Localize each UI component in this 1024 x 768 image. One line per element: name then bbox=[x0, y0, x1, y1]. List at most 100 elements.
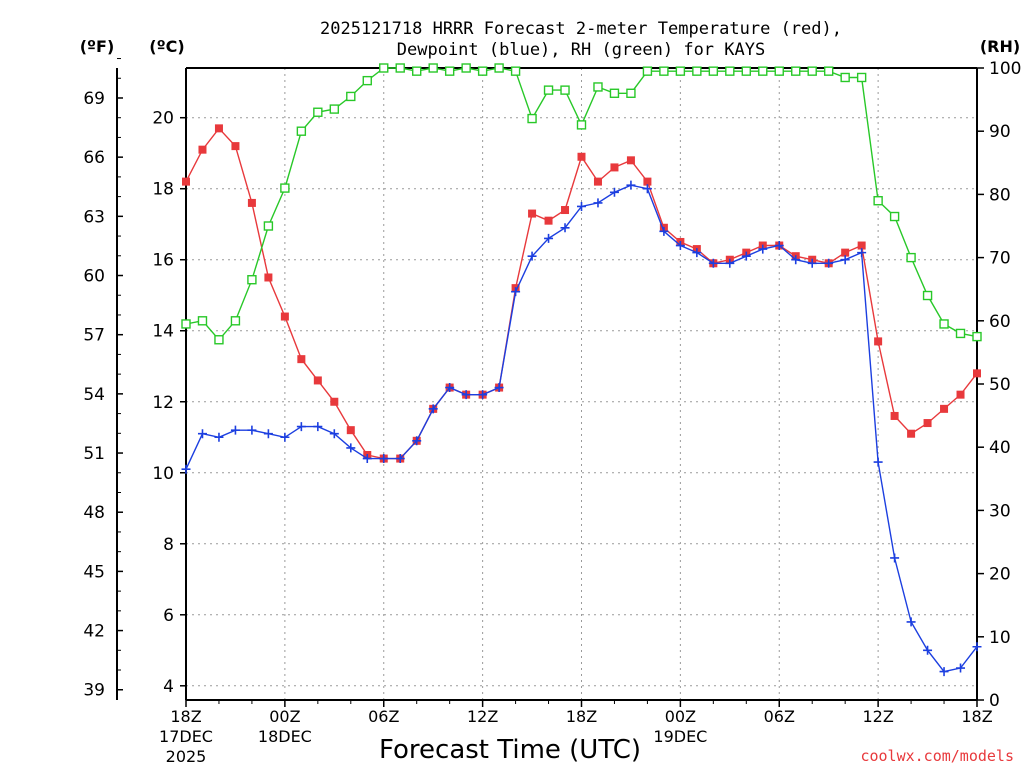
watermark-text: coolwx.com/models bbox=[860, 747, 1014, 765]
rh-point bbox=[379, 63, 389, 73]
fahrenheit-tick-label: 51 bbox=[83, 444, 105, 464]
axes bbox=[116, 58, 984, 707]
tick-labels: 39 42 45 48 51 54 57 60 63 66 69 4 6 8 10 12 14 16 18 20 0 10… bbox=[83, 59, 1021, 766]
rh-point bbox=[510, 66, 521, 76]
dewpoint-point bbox=[214, 432, 224, 442]
dewpoint-point bbox=[609, 187, 619, 197]
dewpoint-point bbox=[346, 443, 356, 453]
celsius-tick-label: 18 bbox=[152, 180, 174, 200]
fahrenheit-tick-label: 39 bbox=[83, 681, 105, 701]
temperature-point bbox=[841, 248, 850, 257]
dewpoint-point bbox=[774, 241, 784, 251]
rh-axis-label: (RH) bbox=[980, 37, 1020, 56]
rh-tick-label: 40 bbox=[989, 438, 1011, 458]
temperature-point bbox=[264, 273, 273, 282]
dewpoint-point bbox=[626, 180, 636, 190]
rh-point bbox=[197, 316, 208, 326]
rh-point bbox=[708, 66, 719, 76]
celsius-tick-label: 20 bbox=[152, 109, 174, 129]
temperature-point bbox=[857, 241, 866, 250]
dewpoint-point bbox=[659, 226, 669, 236]
celsius-tick-label: 16 bbox=[152, 251, 174, 271]
temperature-point bbox=[923, 419, 932, 428]
fahrenheit-tick-label: 69 bbox=[83, 89, 105, 109]
x-tick-label: 19DEC bbox=[653, 727, 707, 746]
rh-point bbox=[494, 63, 504, 73]
x-tick-label: 00Z bbox=[269, 707, 300, 726]
dewpoint-point bbox=[478, 390, 488, 400]
rh-point bbox=[955, 328, 966, 339]
dewpoint-point bbox=[675, 241, 685, 251]
dewpoint-point bbox=[230, 425, 240, 435]
temperature-point bbox=[577, 152, 586, 161]
x-tick-label: 12Z bbox=[862, 707, 893, 726]
temperature-point bbox=[544, 216, 553, 225]
temperature-point bbox=[973, 369, 981, 378]
x-tick-label: 00Z bbox=[665, 707, 696, 726]
dewpoint-point bbox=[263, 429, 273, 439]
dewpoint-point bbox=[593, 198, 603, 208]
temperature-point bbox=[907, 429, 916, 438]
temperature-point bbox=[330, 397, 339, 406]
dewpoint-point bbox=[642, 184, 652, 194]
dewpoint-point bbox=[906, 617, 916, 627]
dewpoint-point bbox=[527, 251, 537, 261]
temperature-point bbox=[346, 426, 355, 435]
rh-point bbox=[461, 63, 471, 73]
dewpoint-point bbox=[758, 244, 768, 254]
dewpoint-point bbox=[857, 248, 867, 258]
dewpoint-point bbox=[329, 429, 339, 439]
dewpoint-point bbox=[972, 642, 982, 652]
temperature-point bbox=[231, 142, 240, 151]
temperature-point bbox=[528, 209, 537, 218]
fahrenheit-tick-label: 63 bbox=[83, 207, 105, 227]
rh-point bbox=[576, 120, 587, 130]
dewpoint-point bbox=[692, 248, 702, 258]
fahrenheit-tick-label: 57 bbox=[83, 326, 105, 346]
dewpoint-point bbox=[939, 667, 949, 677]
dewpoint-point bbox=[280, 432, 290, 442]
rh-tick-label: 10 bbox=[989, 628, 1011, 648]
temperature-point bbox=[561, 206, 570, 215]
dewpoint-point bbox=[511, 287, 521, 297]
rh-point bbox=[659, 66, 669, 76]
rh-point bbox=[362, 75, 372, 86]
x-tick-label: 18Z bbox=[170, 707, 201, 726]
rh-point bbox=[807, 66, 817, 76]
x-tick-label: 06Z bbox=[368, 707, 399, 726]
rh-point bbox=[346, 91, 356, 102]
temperature-point bbox=[214, 124, 223, 133]
dewpoint-point bbox=[725, 258, 735, 268]
x-tick-label: 12Z bbox=[467, 707, 498, 726]
x-axis-title: Forecast Time (UTC) bbox=[379, 735, 641, 765]
dewpoint-point bbox=[181, 464, 191, 474]
dewpoint-point bbox=[379, 454, 389, 464]
x-tick-label: 18Z bbox=[566, 707, 597, 726]
fahrenheit-tick-label: 60 bbox=[83, 267, 105, 287]
dewpoint-point bbox=[412, 436, 422, 446]
series-layer bbox=[181, 63, 982, 677]
rh-point bbox=[758, 66, 768, 76]
temperature-point bbox=[182, 177, 190, 186]
rh-tick-label: 0 bbox=[989, 691, 1000, 711]
dewpoint-point bbox=[296, 422, 306, 432]
dewpoint-point bbox=[708, 258, 718, 268]
rh-point bbox=[626, 88, 636, 98]
temperature-point bbox=[956, 390, 965, 399]
rh-point bbox=[444, 66, 455, 76]
x-tick-label: 2025 bbox=[166, 747, 207, 766]
temperature-point bbox=[297, 355, 306, 364]
rh-point bbox=[593, 82, 603, 92]
dewpoint-point bbox=[461, 390, 471, 400]
rh-point bbox=[692, 66, 702, 76]
rh-point bbox=[873, 196, 883, 206]
temperature-point bbox=[940, 404, 949, 413]
temperature-point bbox=[593, 177, 602, 186]
celsius-tick-label: 10 bbox=[152, 464, 174, 484]
rh-point bbox=[675, 66, 686, 76]
dewpoint-point bbox=[807, 258, 817, 268]
rh-tick-label: 50 bbox=[989, 375, 1011, 395]
temperature-point bbox=[610, 163, 619, 172]
rh-point bbox=[609, 88, 620, 98]
rh-point bbox=[543, 85, 554, 95]
